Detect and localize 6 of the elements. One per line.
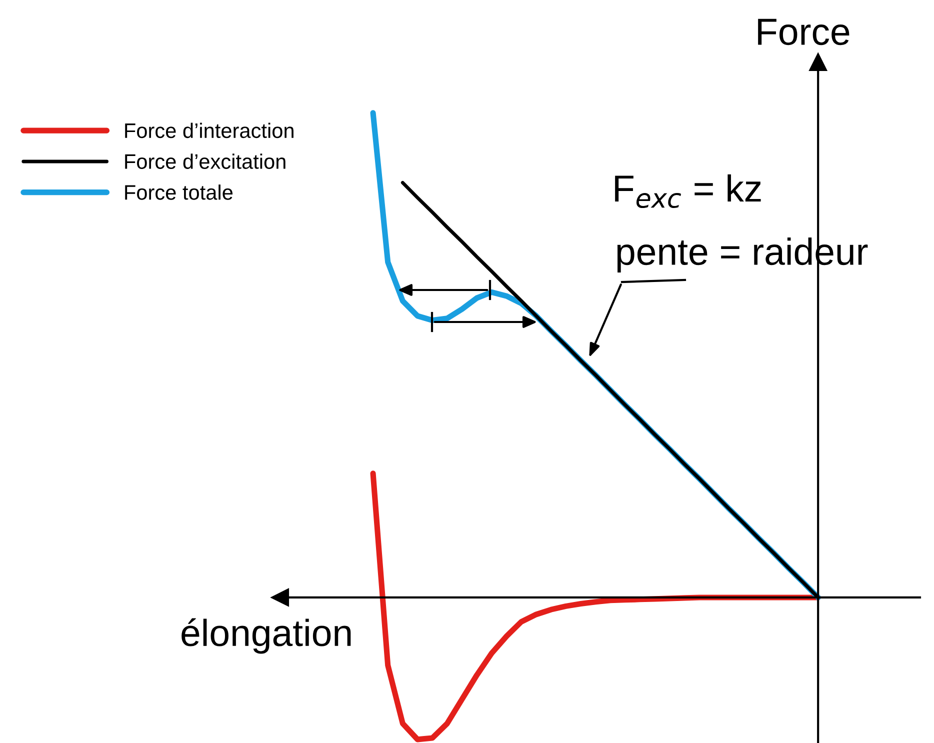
legend-label: Force totale xyxy=(125,184,232,200)
legend-label: Force d’interaction xyxy=(125,122,294,138)
x-axis-title: élongation xyxy=(182,618,351,654)
y-axis-title: Force xyxy=(758,18,850,46)
annotation: F$_{exc}$ = kz xyxy=(615,174,761,208)
legend-label: Force d’excitation xyxy=(125,154,286,169)
